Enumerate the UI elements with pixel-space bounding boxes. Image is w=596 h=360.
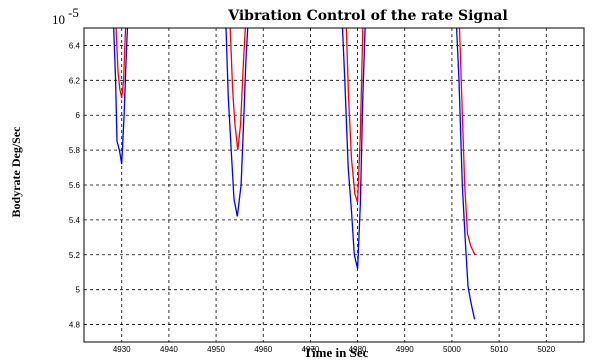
y-tick-label: 5	[76, 286, 81, 295]
y-tick-label: 5.2	[69, 251, 81, 260]
x-tick-label: 4970	[302, 345, 320, 354]
y-tick-label: 6	[76, 111, 81, 120]
x-ticks: 4930 4940 4950 4960 4970 4980 4990 5000 5010 5020	[113, 345, 556, 354]
series-line	[229, 27, 246, 151]
y-tick-label: 5.4	[69, 216, 81, 225]
y-exponent: 10 -5	[52, 5, 79, 27]
y-axis-label: Bodyrate Deg/Sec	[9, 126, 23, 218]
x-tick-label: 5020	[537, 345, 555, 354]
y-tick-label: 6.4	[69, 41, 81, 50]
y-exponent-base: 10	[52, 12, 65, 27]
plot-frame	[83, 27, 585, 343]
x-tick-label: 4960	[254, 345, 272, 354]
y-tick-label: 4.8	[69, 321, 81, 330]
series-line	[115, 27, 127, 98]
y-tick-label: 6.2	[69, 76, 81, 85]
y-exponent-power: -5	[68, 5, 79, 20]
series-line	[455, 27, 476, 320]
x-tick-label: 5000	[443, 345, 461, 354]
x-tick-label: 4940	[160, 345, 178, 354]
chart-title: Vibration Control of the rate Signal	[227, 8, 508, 24]
y-tick-label: 5.6	[69, 181, 81, 190]
series-line	[225, 27, 249, 217]
x-tick-label: 4980	[349, 345, 367, 354]
y-ticks: 4.8 5 5.2 5.4 5.6 5.8 6 6.2 6.4	[69, 41, 81, 329]
series-line	[458, 27, 476, 256]
x-tick-label: 5010	[490, 345, 508, 354]
x-tick-label: 4990	[396, 345, 414, 354]
series-line	[341, 27, 366, 269]
series-line	[113, 27, 129, 165]
x-tick-label: 4950	[207, 345, 225, 354]
series-line	[345, 27, 364, 203]
series-layer	[113, 27, 476, 320]
x-axis-label: Time in Sec	[304, 345, 369, 360]
y-tick-label: 5.8	[69, 146, 81, 155]
grid	[84, 28, 584, 342]
x-tick-label: 4930	[113, 345, 131, 354]
